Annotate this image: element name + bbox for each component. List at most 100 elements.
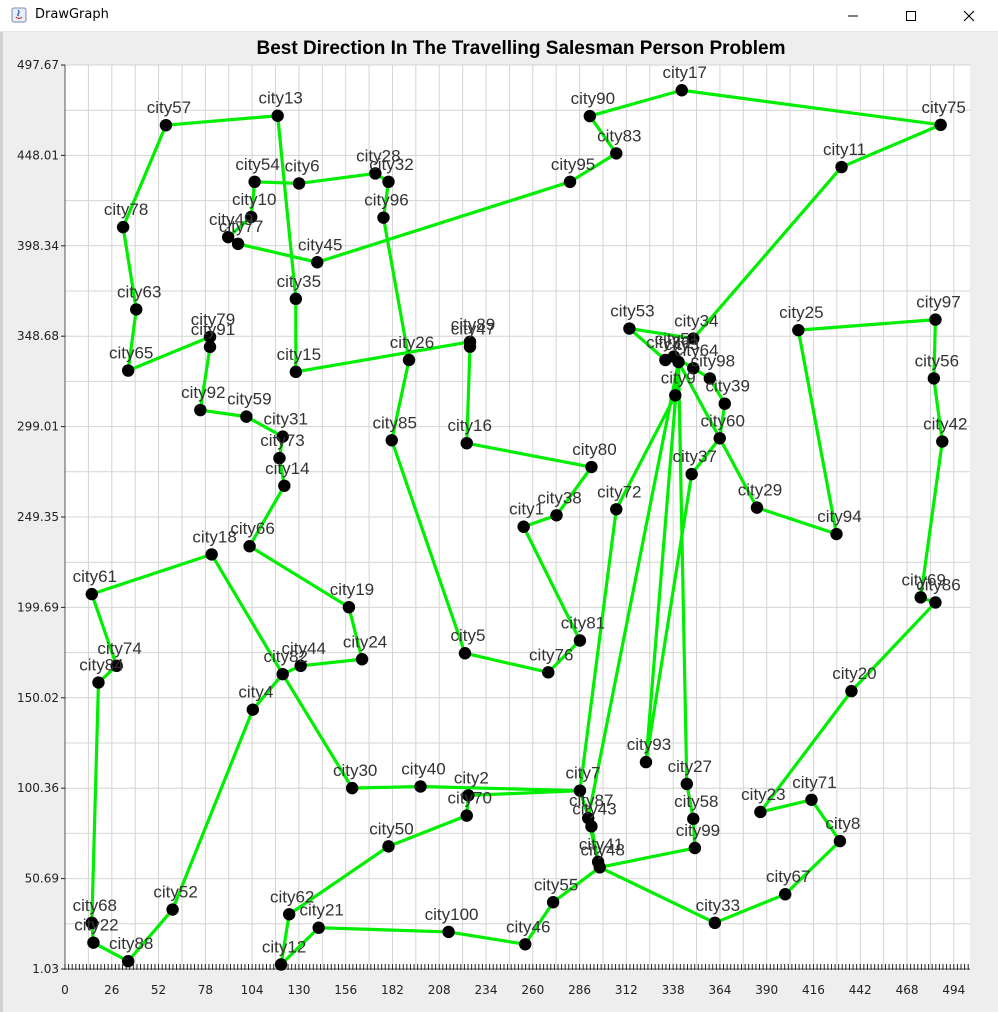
city-node — [245, 210, 258, 224]
route-edge — [126, 335, 212, 373]
city-node — [276, 430, 289, 443]
city-label: city100 — [425, 905, 479, 924]
route-edge — [644, 360, 681, 764]
city-node — [929, 596, 942, 609]
route-edge — [783, 839, 842, 896]
city-node — [519, 938, 532, 951]
city-node — [460, 436, 473, 450]
city-node — [246, 703, 260, 716]
x-tick-label: 312 — [615, 983, 638, 997]
city-node — [121, 364, 135, 377]
route-edge — [198, 345, 212, 412]
route-edge — [932, 376, 944, 444]
city-node — [929, 313, 942, 326]
city-node — [442, 925, 455, 939]
route-edge — [713, 892, 787, 925]
x-tick-label: 130 — [287, 983, 310, 997]
city-node — [830, 527, 843, 541]
route-edge — [210, 552, 285, 676]
city-node — [687, 332, 700, 345]
city-label: city19 — [330, 580, 374, 599]
city-label: city59 — [227, 390, 271, 409]
route-edge — [466, 789, 582, 798]
city-label: city1 — [509, 500, 544, 519]
city-label: city4 — [238, 683, 273, 702]
city-label: city32 — [369, 155, 413, 174]
city-label: city45 — [298, 235, 342, 254]
route-edge — [198, 408, 248, 419]
city-node — [458, 647, 472, 660]
city-node — [779, 888, 792, 901]
route-edge — [676, 360, 722, 440]
x-tick-label: 416 — [802, 983, 825, 997]
city-label: city12 — [262, 938, 306, 957]
city-label: city71 — [792, 773, 836, 792]
y-tick-label: 50.69 — [25, 872, 59, 886]
route-edge — [126, 307, 138, 373]
city-node — [583, 109, 597, 123]
route-edge — [718, 436, 759, 510]
city-label: city91 — [191, 320, 235, 339]
city-label: city67 — [766, 867, 810, 886]
route-edge — [465, 441, 594, 469]
city-node — [463, 335, 477, 349]
route-edge — [551, 865, 602, 904]
route-edge — [350, 784, 423, 790]
city-label: city20 — [832, 664, 876, 683]
route-edge — [588, 88, 684, 118]
city-node — [159, 118, 173, 132]
city-node — [754, 805, 767, 819]
y-tick-label: 497.67 — [17, 58, 59, 72]
route-edge — [598, 846, 697, 869]
x-tick-label: 182 — [381, 983, 404, 997]
route-edge — [247, 484, 286, 548]
city-node — [675, 84, 688, 97]
route-edge — [244, 415, 285, 439]
city-node — [402, 353, 416, 367]
city-node — [610, 147, 623, 160]
city-label: city66 — [230, 519, 274, 538]
minimize-icon — [848, 15, 858, 16]
city-label: city65 — [109, 344, 153, 363]
route-edge — [386, 814, 469, 848]
route-edge — [164, 114, 280, 127]
city-label: city14 — [265, 459, 309, 478]
city-node — [573, 634, 587, 647]
x-tick-label: 156 — [334, 983, 357, 997]
x-tick-label: 52 — [151, 983, 166, 997]
city-node — [276, 667, 289, 681]
city-node — [845, 684, 858, 698]
route-edge — [932, 317, 938, 380]
city-node — [312, 921, 325, 934]
route-edge — [247, 544, 351, 609]
route-edge — [588, 114, 618, 156]
city-label: city2 — [454, 768, 489, 787]
route-edge — [598, 865, 717, 925]
route-edge — [347, 605, 364, 661]
window-left-edge — [0, 32, 3, 1012]
city-label: city9 — [661, 368, 696, 387]
route-edge — [568, 151, 618, 184]
window-titlebar: DrawGraph — [0, 0, 998, 32]
city-label: city40 — [401, 759, 445, 778]
city-label: city70 — [448, 789, 492, 808]
y-tick-label: 1.03 — [32, 962, 59, 976]
city-label: city93 — [627, 735, 671, 754]
city-node — [517, 520, 530, 533]
city-node — [274, 958, 288, 971]
y-tick-label: 299.01 — [17, 420, 59, 434]
route-edge — [121, 225, 138, 312]
city-node — [542, 666, 555, 679]
city-label: city34 — [674, 312, 718, 331]
city-node — [833, 834, 847, 848]
city-node — [130, 303, 143, 316]
close-button[interactable] — [946, 0, 992, 31]
minimize-button[interactable] — [830, 0, 876, 31]
city-node — [585, 460, 598, 474]
city-node — [462, 789, 475, 802]
maximize-button[interactable] — [888, 0, 934, 31]
city-label: city30 — [333, 761, 377, 780]
y-tick-label: 100.36 — [17, 781, 59, 795]
city-node — [355, 653, 369, 666]
